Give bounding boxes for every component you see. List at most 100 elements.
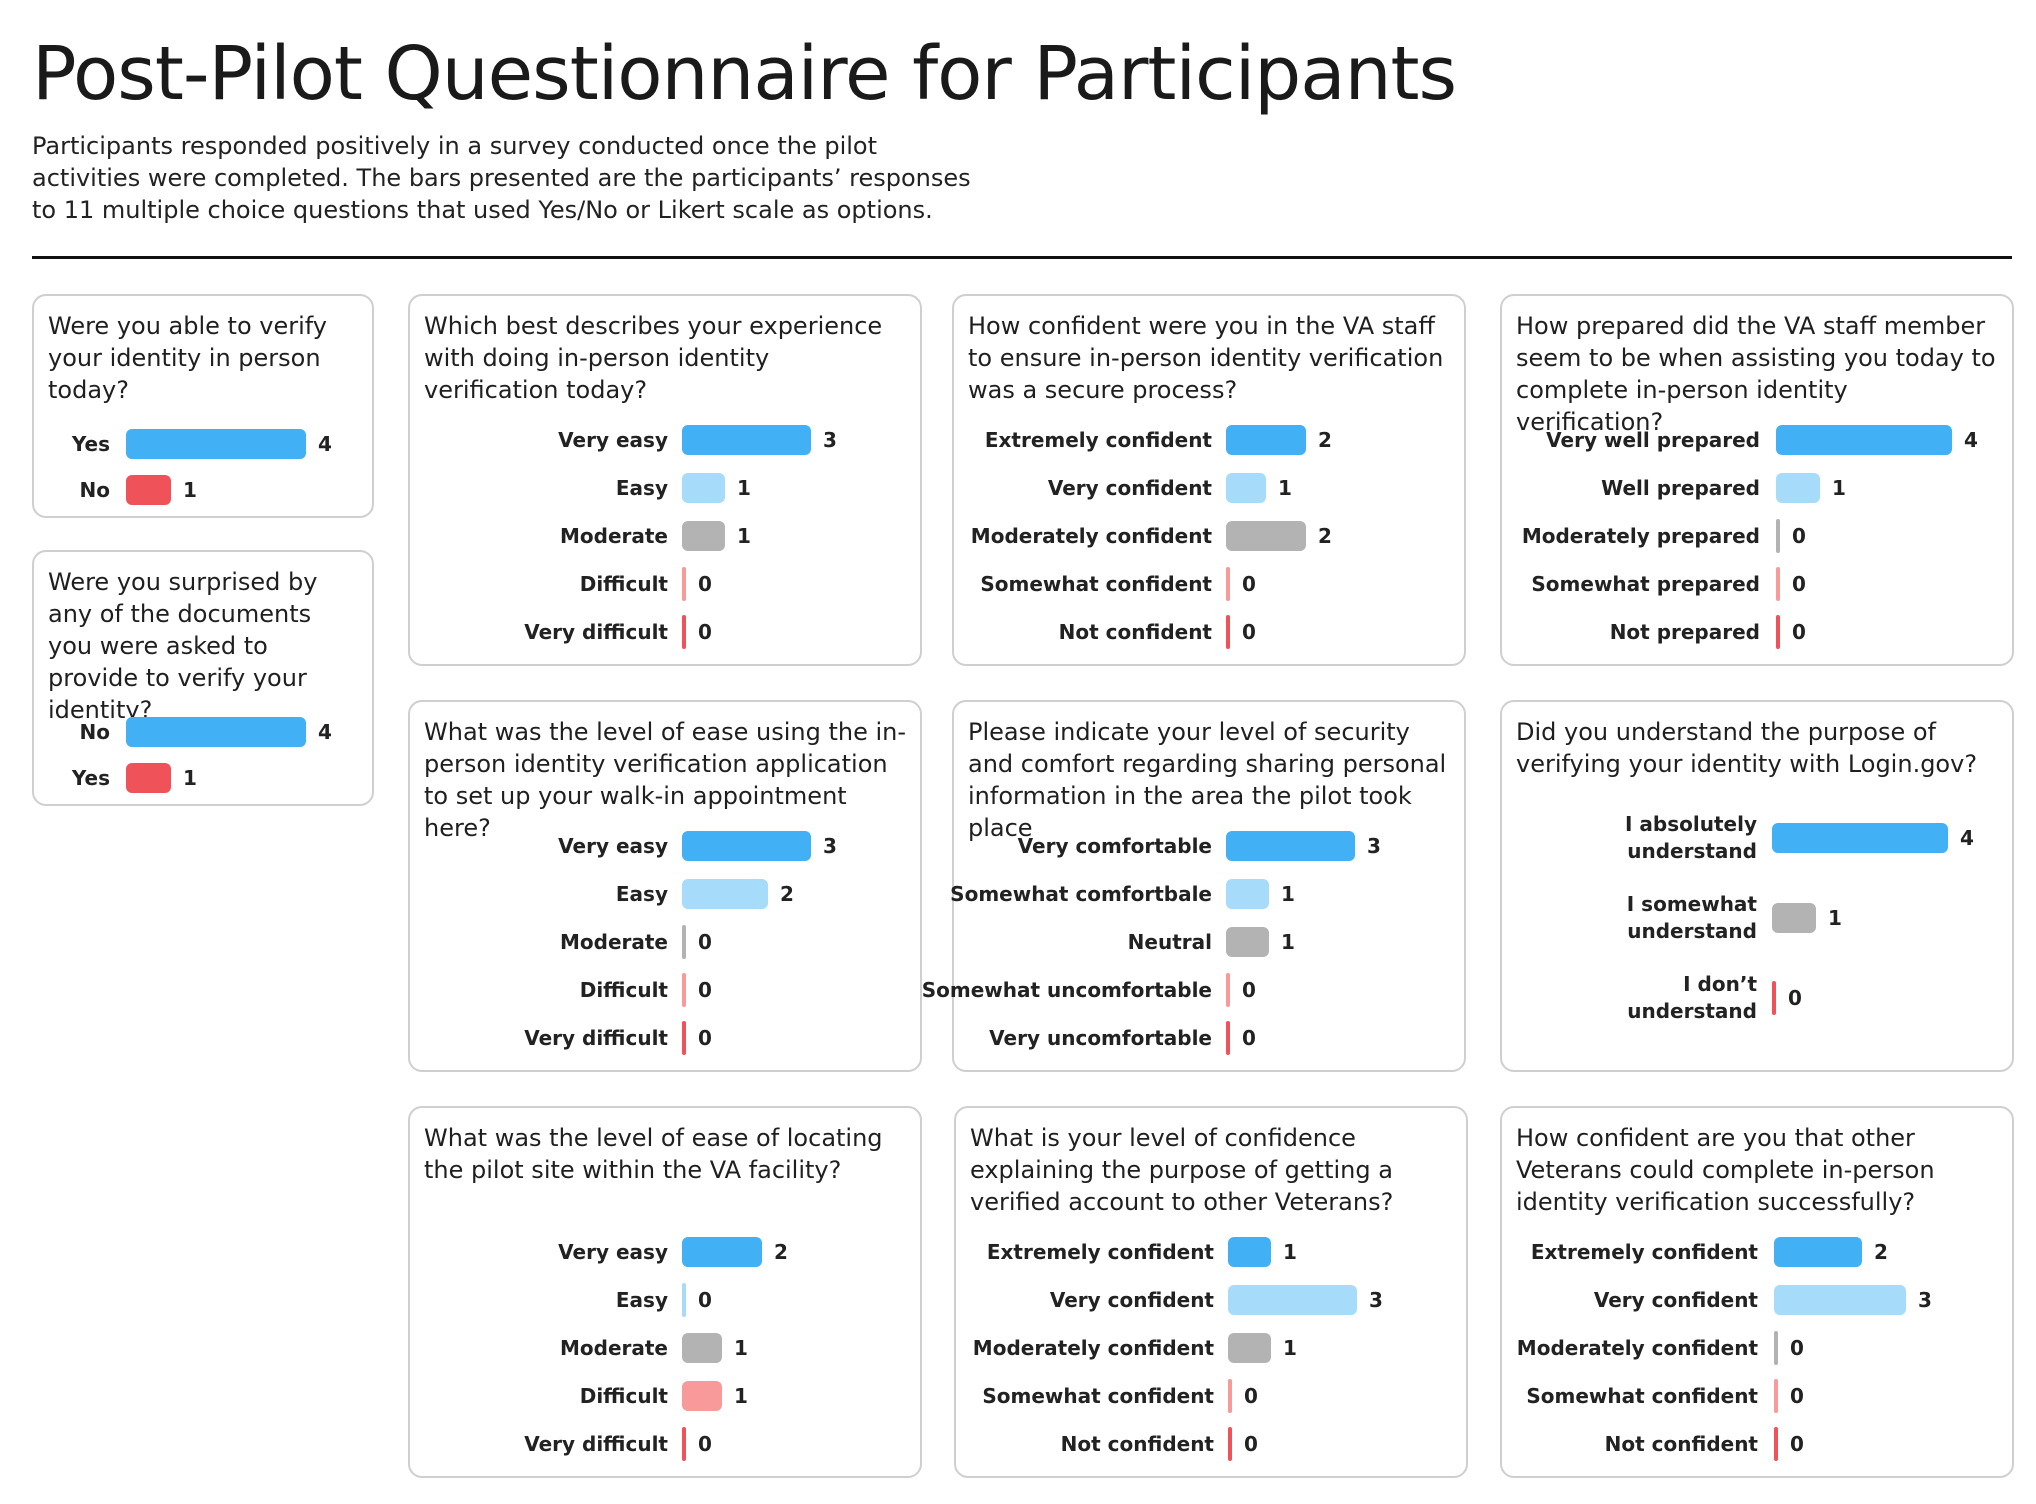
bar xyxy=(1226,927,1269,957)
question-text: What is your level of confidence explain… xyxy=(970,1124,1394,1216)
bar xyxy=(682,1333,722,1363)
bar xyxy=(1776,615,1780,649)
value-label: 1 xyxy=(1283,1240,1297,1264)
value-label: 0 xyxy=(1790,1336,1804,1360)
value-label: 1 xyxy=(1283,1336,1297,1360)
bar xyxy=(682,1427,686,1461)
bar xyxy=(682,567,686,601)
category-label: Neutral xyxy=(1127,929,1212,954)
value-label: 0 xyxy=(698,1026,712,1050)
category-label: Very difficult xyxy=(524,1025,668,1050)
category-label: Well prepared xyxy=(1601,475,1760,500)
bar-row: Difficult 1 xyxy=(410,1376,920,1416)
bar xyxy=(1228,1333,1271,1363)
category-label: Moderate xyxy=(559,1335,668,1360)
bar xyxy=(682,1237,762,1267)
bar-row: I don’t understand 0 xyxy=(1502,972,2012,1023)
bar-row: Extremely confident 2 xyxy=(1502,1232,2012,1272)
category-label: Extremely confident xyxy=(1530,1239,1758,1264)
bar-row: Very easy 3 xyxy=(410,826,920,866)
bar xyxy=(1774,1237,1862,1267)
bar xyxy=(682,473,725,503)
bar-row: Difficult 0 xyxy=(410,564,920,604)
value-label: 0 xyxy=(698,572,712,596)
category-label: Very easy xyxy=(558,833,668,858)
category-label: I don’t understand xyxy=(1627,972,1757,1023)
bar xyxy=(1228,1379,1232,1413)
value-label: 1 xyxy=(1278,476,1292,500)
value-label: 4 xyxy=(318,432,332,456)
value-label: 1 xyxy=(1828,906,1842,930)
question-text: How confident are you that other Veteran… xyxy=(1516,1124,1935,1216)
bar xyxy=(1226,831,1355,861)
value-label: 1 xyxy=(183,478,197,502)
bar xyxy=(682,521,725,551)
value-label: 0 xyxy=(698,1432,712,1456)
bar xyxy=(1226,615,1230,649)
category-label: Moderately confident xyxy=(1516,1335,1758,1360)
question-text: What was the level of ease using the in-… xyxy=(424,718,907,842)
bar xyxy=(1776,519,1780,553)
value-label: 1 xyxy=(737,524,751,548)
bar-row: Yes 1 xyxy=(34,758,372,798)
category-label: Very difficult xyxy=(524,619,668,644)
category-label: Somewhat prepared xyxy=(1531,571,1760,596)
question-card: What was the level of ease using the in-… xyxy=(408,700,922,1072)
bar-row: Somewhat confident 0 xyxy=(954,564,1464,604)
value-label: 0 xyxy=(1788,986,1802,1010)
value-label: 0 xyxy=(698,620,712,644)
category-label: Moderately confident xyxy=(972,1335,1214,1360)
bar-row: Easy 2 xyxy=(410,874,920,914)
value-label: 0 xyxy=(698,930,712,954)
bar xyxy=(1772,903,1816,933)
bar xyxy=(1228,1285,1357,1315)
bar xyxy=(1772,981,1776,1015)
value-label: 2 xyxy=(774,1240,788,1264)
bar xyxy=(682,425,811,455)
bar xyxy=(1226,973,1230,1007)
category-label: Difficult xyxy=(579,977,668,1002)
value-label: 2 xyxy=(780,882,794,906)
value-label: 0 xyxy=(698,1288,712,1312)
category-label: No xyxy=(79,719,110,744)
category-label: Extremely confident xyxy=(984,427,1212,452)
value-label: 0 xyxy=(698,978,712,1002)
bar xyxy=(1776,425,1952,455)
value-label: 3 xyxy=(823,834,837,858)
bar xyxy=(1776,473,1820,503)
bar-row: No 1 xyxy=(34,470,372,510)
category-label: Not confident xyxy=(1604,1431,1758,1456)
bar xyxy=(1774,1379,1778,1413)
category-label: Somewhat comfortbale xyxy=(950,881,1212,906)
bar-row: Very difficult 0 xyxy=(410,1424,920,1464)
bar-row: Easy 1 xyxy=(410,468,920,508)
category-label: Not prepared xyxy=(1609,619,1760,644)
value-label: 0 xyxy=(1792,620,1806,644)
value-label: 0 xyxy=(1242,620,1256,644)
category-label: Very confident xyxy=(1593,1287,1758,1312)
category-label: Moderately prepared xyxy=(1521,523,1760,548)
bar xyxy=(682,831,811,861)
question-card: Were you surprised by any of the documen… xyxy=(32,550,374,806)
bar-row: Somewhat prepared 0 xyxy=(1502,564,2012,604)
bar-row: Moderately prepared 0 xyxy=(1502,516,2012,556)
page-subtitle: Participants responded positively in a s… xyxy=(32,132,971,224)
category-label: Very well prepared xyxy=(1546,427,1760,452)
bar-row: Well prepared 1 xyxy=(1502,468,2012,508)
bar-row: Yes 4 xyxy=(34,424,372,464)
value-label: 1 xyxy=(1281,930,1295,954)
bar-row: Not confident 0 xyxy=(1502,1424,2012,1464)
bar-row: Very confident 1 xyxy=(954,468,1464,508)
value-label: 4 xyxy=(318,720,332,744)
value-label: 1 xyxy=(1832,476,1846,500)
value-label: 2 xyxy=(1318,524,1332,548)
value-label: 2 xyxy=(1874,1240,1888,1264)
bar xyxy=(682,1381,722,1411)
category-label: Difficult xyxy=(579,571,668,596)
bar-row: Not prepared 0 xyxy=(1502,612,2012,652)
bar-row: Very difficult 0 xyxy=(410,612,920,652)
bar-row: Somewhat confident 0 xyxy=(1502,1376,2012,1416)
category-label: I somewhat understand xyxy=(1626,892,1757,943)
bar xyxy=(126,429,306,459)
question-card: How prepared did the VA staff member see… xyxy=(1500,294,2014,666)
